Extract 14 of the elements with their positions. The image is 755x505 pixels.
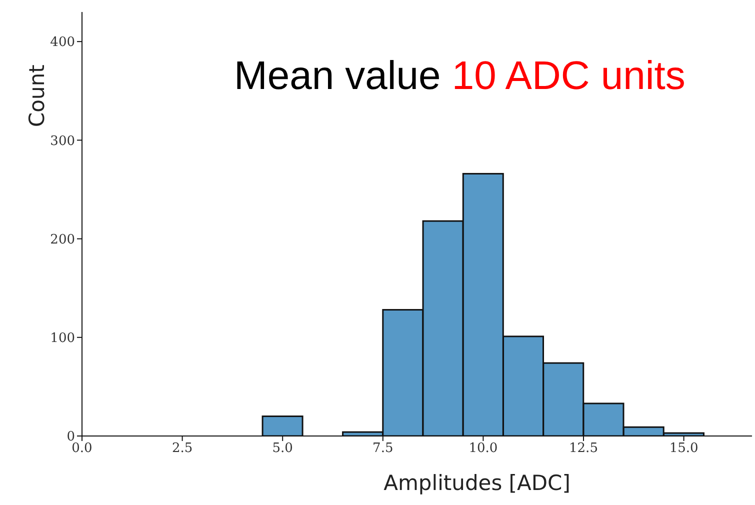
x-tick-label: 12.5 [569,441,598,456]
y-tick-label: 300 [50,134,75,149]
x-tick-label: 5.0 [272,441,293,456]
y-tick-label: 100 [50,331,75,346]
x-tick-label: 15.0 [669,441,698,456]
x-tick-label: 7.5 [372,441,394,456]
x-tick-label: 2.5 [172,441,193,456]
x-axis-title: Amplitudes [ADC] [384,471,570,495]
y-tick-label: 200 [50,232,75,248]
y-tick-label: 400 [50,35,75,50]
annotation-text: Mean value 10 ADC units [234,54,686,99]
x-tick-label: 10.0 [468,441,498,456]
y-axis-title: Count [24,64,49,127]
x-tick-label: 0.0 [72,441,92,456]
